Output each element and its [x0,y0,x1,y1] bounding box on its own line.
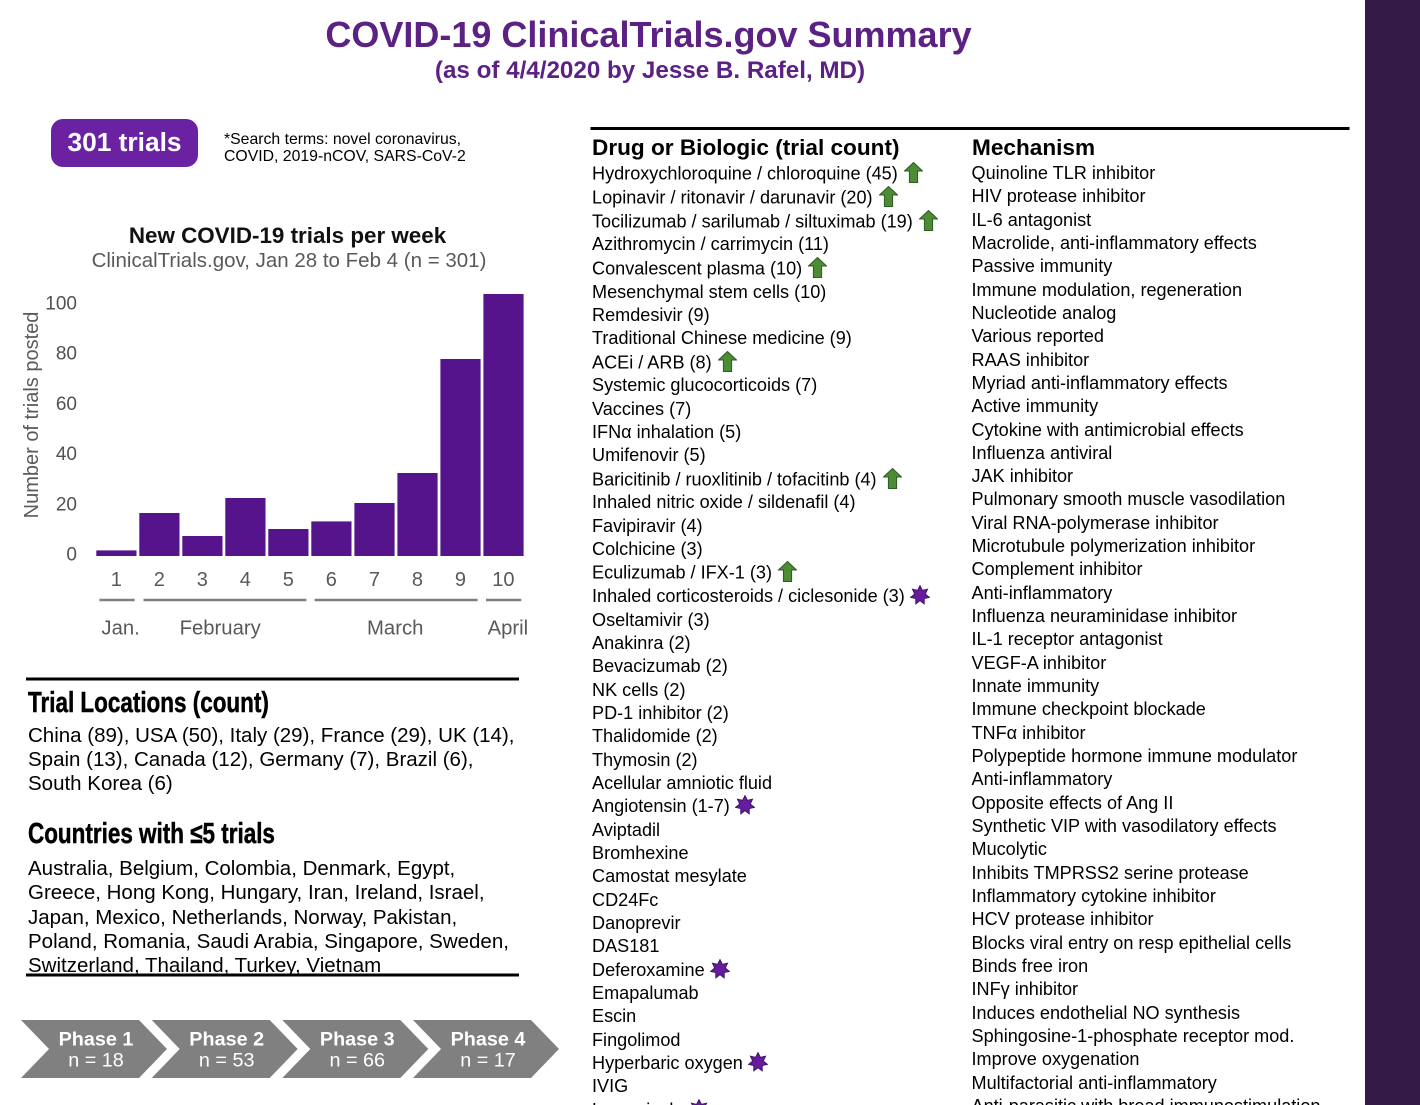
svg-text:Phase 3: Phase 3 [320,1029,395,1051]
svg-text:n = 17: n = 17 [460,1050,516,1072]
svg-text:Jan.: Jan. [101,618,139,640]
svg-text:n = 66: n = 66 [330,1050,386,1072]
svg-text:February: February [180,618,262,640]
svg-text:1: 1 [111,569,122,591]
svg-text:80: 80 [56,344,77,365]
svg-text:Phase 2: Phase 2 [189,1029,264,1051]
svg-text:March: March [367,618,423,640]
svg-text:9: 9 [455,569,466,591]
svg-text:0: 0 [66,545,77,566]
svg-text:April: April [488,618,529,640]
svg-text:10: 10 [492,569,514,591]
svg-text:n = 18: n = 18 [68,1050,124,1072]
svg-text:7: 7 [369,569,380,591]
svg-text:20: 20 [56,494,77,515]
svg-text:100: 100 [45,293,77,314]
svg-text:6: 6 [326,569,337,591]
svg-text:3: 3 [197,569,208,591]
svg-text:8: 8 [412,569,423,591]
svg-text:Number of trials posted: Number of trials posted [21,312,43,519]
svg-text:40: 40 [56,444,77,465]
svg-text:Phase 4: Phase 4 [451,1029,526,1051]
svg-text:4: 4 [240,569,251,591]
svg-text:Phase 1: Phase 1 [59,1029,134,1051]
svg-text:n = 53: n = 53 [199,1050,255,1072]
svg-text:5: 5 [283,569,294,591]
svg-text:60: 60 [56,394,77,415]
svg-text:2: 2 [154,569,165,591]
